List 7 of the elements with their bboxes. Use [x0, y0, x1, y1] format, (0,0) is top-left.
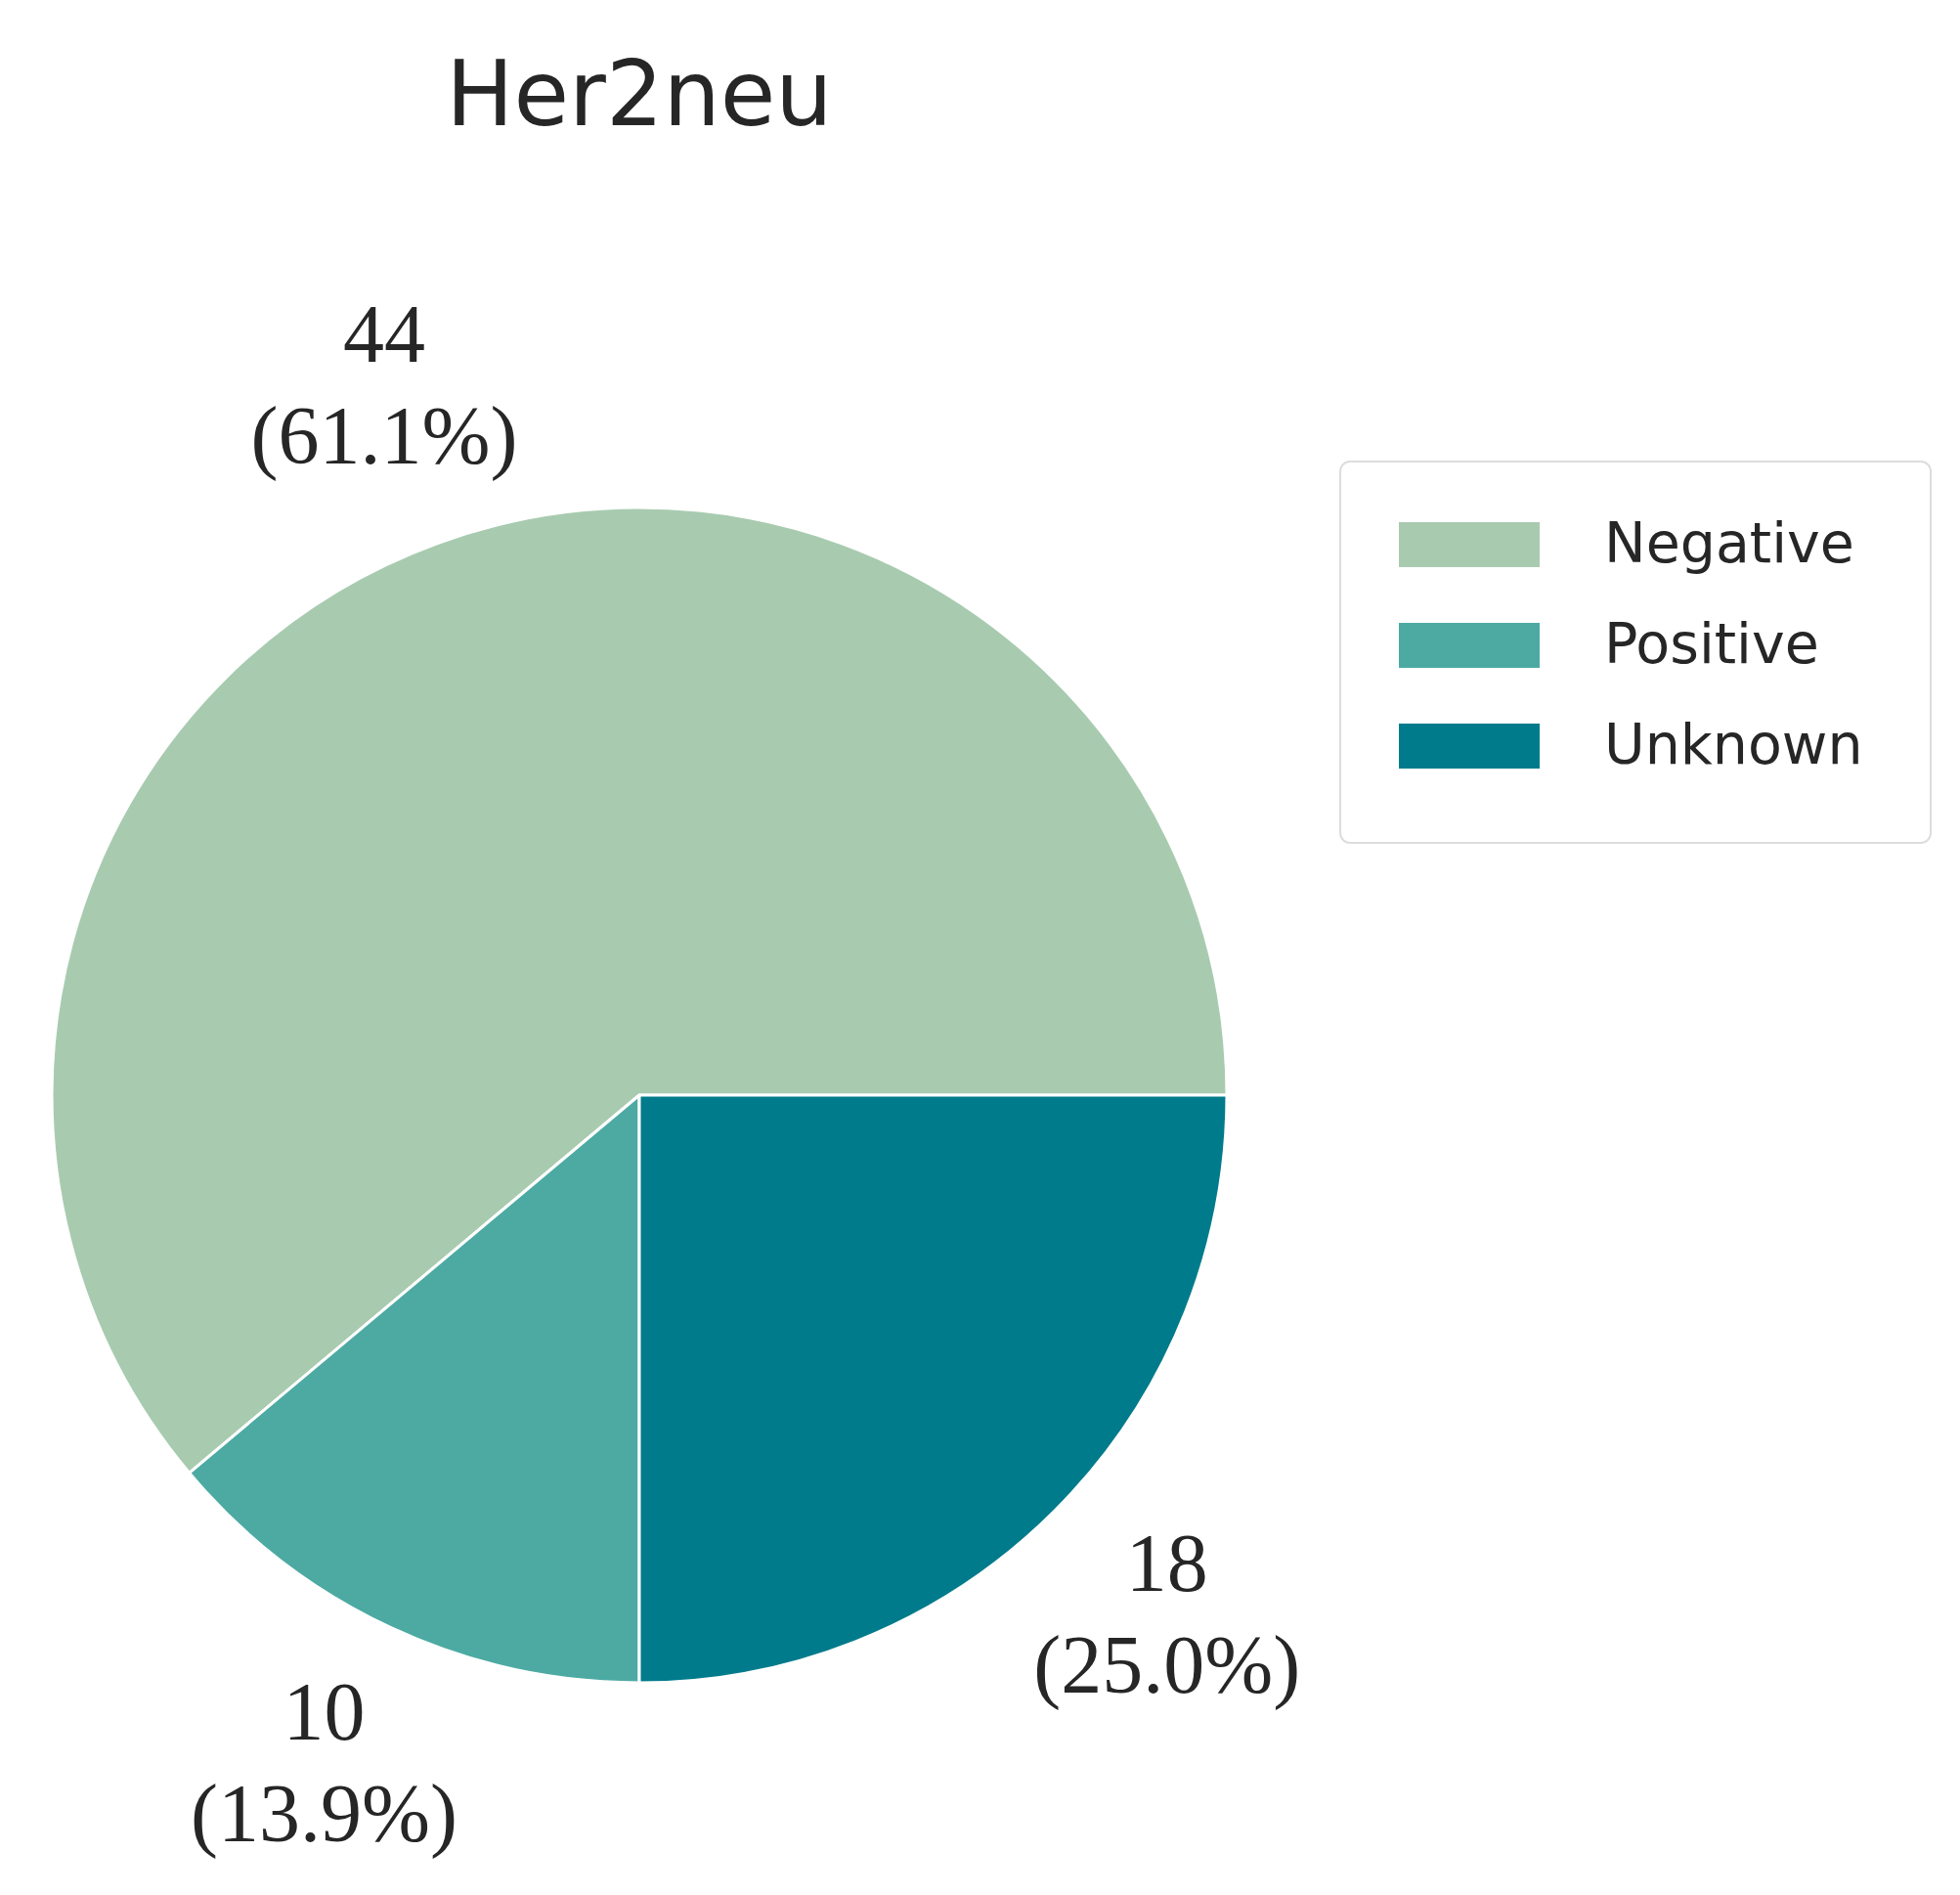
data-label: 44 (61.1%): [250, 288, 518, 483]
data-label: 18 (25.0%): [1033, 1517, 1301, 1711]
legend-label: Negative: [1604, 509, 1854, 575]
legend-label: Positive: [1604, 610, 1819, 676]
data-label: 10 (13.9%): [190, 1666, 457, 1861]
legend-label: Unknown: [1604, 711, 1863, 776]
chart-title: Her2neu: [446, 42, 833, 148]
